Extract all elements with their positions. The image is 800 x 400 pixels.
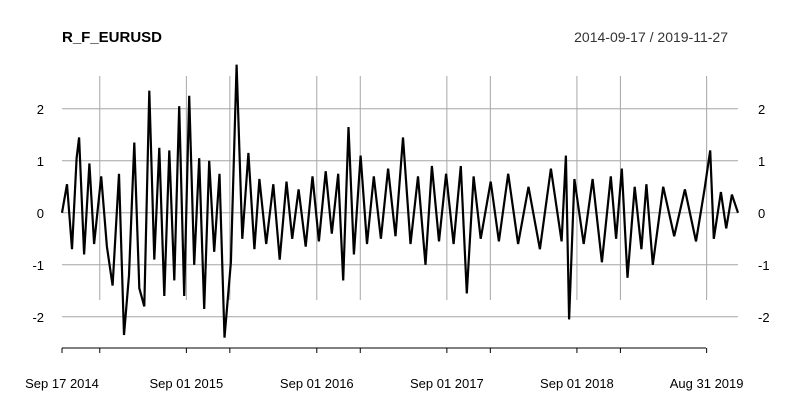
x-tick-label: Sep 01 2017 [410,376,484,391]
x-tick-label: Sep 01 2015 [149,376,223,391]
y-tick-label-right: 1 [758,154,765,169]
y-tick-label: 1 [37,154,44,169]
y-tick-label-right: -2 [758,310,770,325]
x-tick-label: Aug 31 2019 [670,376,744,391]
x-tick-label: Sep 01 2018 [540,376,614,391]
x-tick-label: Sep 01 2016 [280,376,354,391]
y-axis-right: -2 -1 0 1 2 [758,102,770,325]
series-group [60,64,740,338]
x-tick-label: Sep 17 2014 [25,376,99,391]
y-axis-left: -2 -1 0 1 2 [32,102,44,325]
y-tick-label: 0 [37,206,44,221]
chart-title: R_F_EURUSD [62,29,162,46]
y-tick-label-right: 2 [758,102,765,117]
y-tick-label: -1 [32,258,44,273]
date-range: 2014-09-17 / 2019-11-27 [574,29,728,45]
series-line [60,64,740,338]
y-tick-label: -2 [32,310,44,325]
y-tick-label: 2 [37,102,44,117]
y-tick-label-right: 0 [758,206,765,221]
x-axis: Sep 17 2014 Sep 01 2015 Sep 01 2016 Sep 01 … [25,347,744,391]
y-tick-label-right: -1 [758,258,770,273]
